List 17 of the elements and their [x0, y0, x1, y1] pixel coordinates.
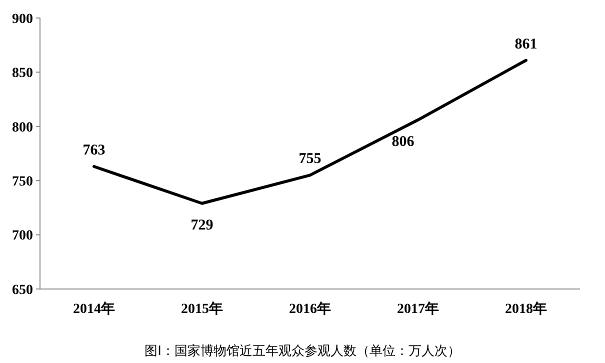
- x-tick-label: 2016年: [289, 301, 331, 317]
- text: 图Ⅰ：国家博物馆近五年观众参观人数（单位：万人次）: [144, 343, 460, 359]
- y-tick-label: 800: [12, 120, 33, 136]
- y-tick-label: 850: [12, 66, 33, 82]
- data-label: 729: [190, 217, 214, 234]
- y-tick-label: 650: [12, 282, 33, 298]
- data-label: 763: [82, 142, 106, 159]
- y-tick-label: 750: [12, 174, 33, 190]
- data-label: 755: [298, 151, 322, 168]
- data-label: 861: [514, 36, 538, 52]
- x-tick-label: 2015年: [181, 301, 223, 317]
- x-tick-label: 2017年: [397, 301, 439, 317]
- data-label: 806: [392, 134, 415, 150]
- y-tick-label: 700: [12, 228, 33, 244]
- y-tick-label: 900: [12, 12, 33, 27]
- x-tick-label: 2014年: [73, 301, 115, 317]
- x-tick-label: 2018年: [505, 301, 547, 317]
